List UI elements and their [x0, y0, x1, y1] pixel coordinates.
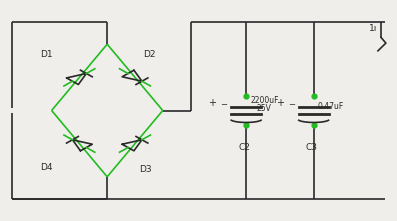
Text: D3: D3: [139, 165, 152, 174]
Text: +: +: [276, 98, 284, 108]
Text: D1: D1: [40, 50, 52, 59]
Text: 1ı: 1ı: [369, 24, 378, 33]
Text: 0.47uF: 0.47uF: [318, 102, 344, 111]
Text: +: +: [208, 98, 216, 108]
Text: C3: C3: [306, 143, 318, 152]
Text: 25V: 25V: [256, 104, 271, 113]
Text: C2: C2: [238, 143, 250, 152]
Text: D2: D2: [143, 50, 155, 59]
Text: D4: D4: [40, 163, 52, 172]
Text: −: −: [288, 100, 295, 109]
Text: 2200uF: 2200uF: [250, 96, 279, 105]
Text: −: −: [220, 100, 227, 109]
